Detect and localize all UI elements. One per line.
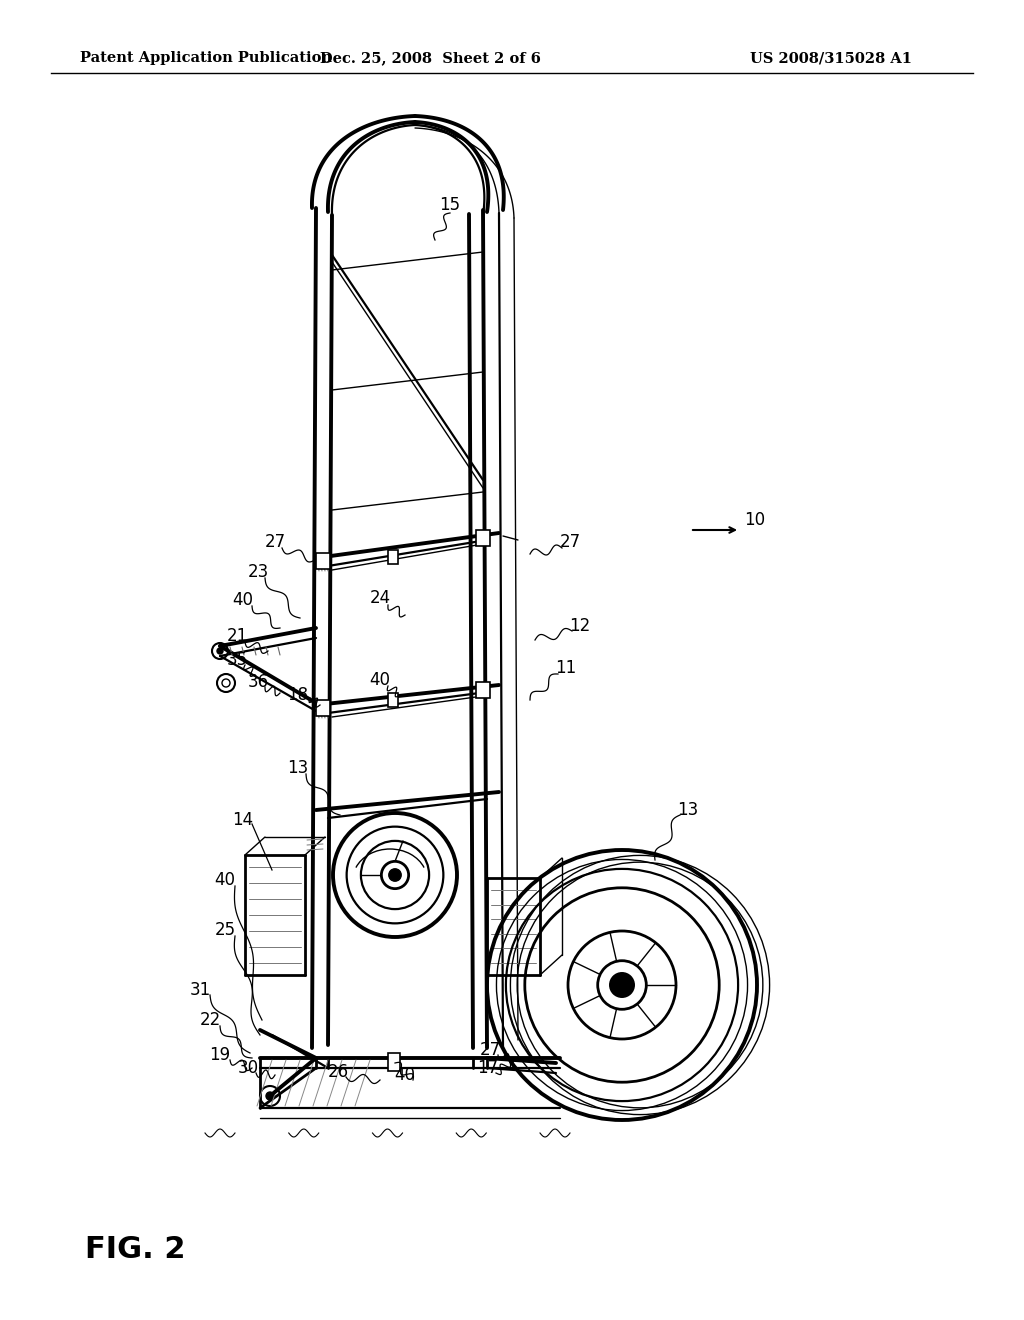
Text: 35: 35 — [226, 651, 248, 669]
Bar — [388, 1053, 400, 1071]
Text: 27: 27 — [264, 533, 286, 550]
Text: 13: 13 — [288, 759, 308, 777]
Text: 12: 12 — [569, 616, 591, 635]
Text: US 2008/315028 A1: US 2008/315028 A1 — [750, 51, 912, 65]
Bar — [476, 531, 490, 546]
Text: 27: 27 — [479, 1041, 501, 1059]
Bar — [316, 700, 330, 715]
Text: 25: 25 — [214, 921, 236, 939]
Text: 40: 40 — [394, 1067, 416, 1084]
Text: 40: 40 — [370, 671, 390, 689]
Text: 31: 31 — [189, 981, 211, 999]
Text: 14: 14 — [232, 810, 254, 829]
Text: 23: 23 — [248, 564, 268, 581]
Text: 19: 19 — [210, 1045, 230, 1064]
Text: Dec. 25, 2008  Sheet 2 of 6: Dec. 25, 2008 Sheet 2 of 6 — [319, 51, 541, 65]
Text: 11: 11 — [555, 659, 577, 677]
Text: 10: 10 — [744, 511, 766, 529]
Circle shape — [266, 1092, 274, 1100]
Text: 36: 36 — [248, 673, 268, 690]
Text: 15: 15 — [439, 195, 461, 214]
Text: 40: 40 — [214, 871, 236, 888]
Bar — [388, 693, 398, 708]
Text: 27: 27 — [559, 533, 581, 550]
Circle shape — [610, 973, 634, 997]
Text: 13: 13 — [677, 801, 698, 818]
Text: 18: 18 — [288, 686, 308, 704]
Text: Patent Application Publication: Patent Application Publication — [80, 51, 332, 65]
Text: 26: 26 — [328, 1063, 348, 1081]
Bar — [476, 682, 490, 698]
Text: 22: 22 — [200, 1011, 220, 1030]
Circle shape — [389, 869, 401, 882]
Text: 17: 17 — [477, 1059, 499, 1077]
Text: 30: 30 — [238, 1059, 259, 1077]
Bar — [316, 553, 330, 569]
Text: 24: 24 — [370, 589, 390, 607]
Bar — [388, 550, 398, 564]
Text: 21: 21 — [226, 627, 248, 645]
Text: 40: 40 — [232, 591, 254, 609]
Text: FIG. 2: FIG. 2 — [85, 1236, 185, 1265]
Circle shape — [217, 648, 223, 653]
